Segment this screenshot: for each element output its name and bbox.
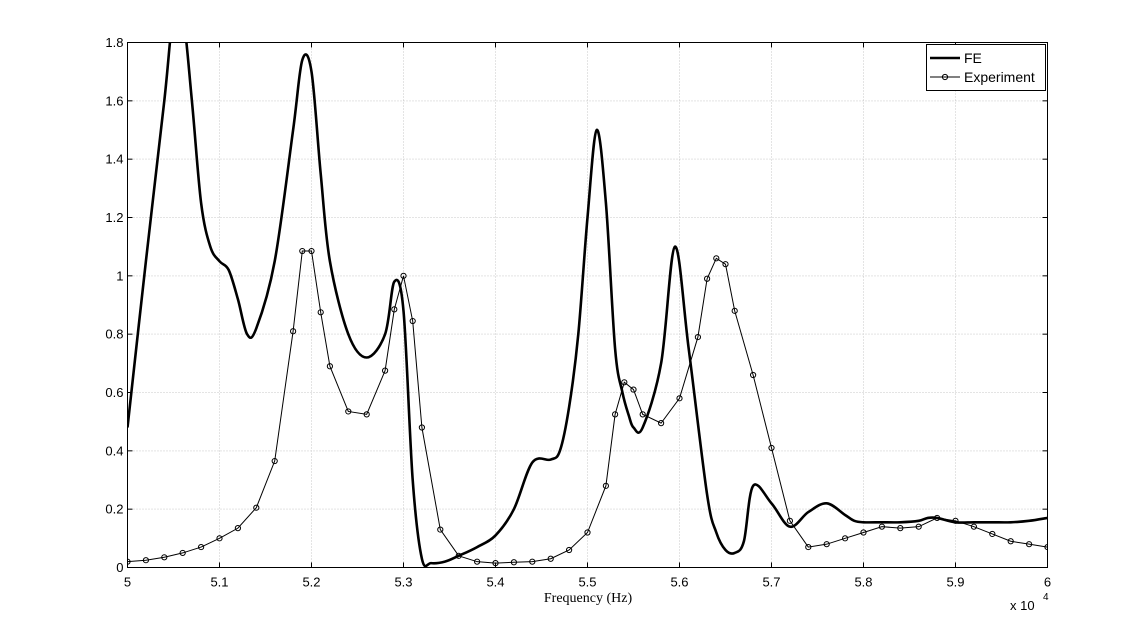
experiment-point [768, 444, 775, 452]
grid-lines [127, 42, 1048, 568]
experiment-point [142, 557, 149, 564]
experiment-point [271, 457, 278, 465]
experiment-point [952, 517, 959, 524]
experiment-point [750, 371, 757, 379]
experiment-point [455, 552, 462, 559]
experiment-point [584, 529, 591, 536]
x-tick-label: 5.9 [946, 575, 964, 590]
experiment-point [915, 523, 922, 530]
experiment-point [345, 408, 352, 415]
y-tick-label: 0.2 [105, 502, 123, 517]
series-layer [127, 42, 1048, 568]
experiment-point [299, 247, 306, 255]
experiment-point [970, 523, 978, 530]
y-tick-label: 1.6 [105, 93, 123, 108]
experiment-point [1044, 543, 1048, 551]
x-tick-label: 5.6 [670, 575, 688, 590]
y-tick-label: 0.6 [105, 385, 123, 400]
experiment-point [722, 261, 729, 268]
experiment-point [621, 379, 628, 386]
experiment-point [805, 543, 812, 551]
experiment-point [786, 517, 794, 524]
experiment-point [630, 386, 637, 393]
y-tick-label: 0 [116, 560, 123, 575]
experiment-point [308, 247, 315, 255]
experiment-point [290, 328, 297, 335]
experiment-point [842, 535, 849, 542]
axis-ticks: 5 5.1 5.2 5.3 5.4 5.5 5.6 5.7 5.8 5.9 6 0 0.2 0.4 0.6 0… [105, 35, 1051, 590]
x-multiplier-base: x 10 [1010, 598, 1035, 613]
experiment-point [639, 411, 646, 418]
experiment-point [612, 411, 619, 418]
y-tick-label: 0.8 [105, 327, 123, 342]
y-tick-label: 0.4 [105, 443, 123, 458]
x-tick-label: 5.3 [394, 575, 412, 590]
legend-label-fe: FE [964, 50, 982, 66]
legend-marker-experiment [941, 73, 949, 81]
experiment-point [363, 411, 370, 418]
experiment-point [566, 546, 573, 554]
experiment-point [731, 307, 738, 314]
y-tick-label: 1.2 [105, 210, 123, 225]
experiment-point [989, 530, 996, 538]
experiment-point [529, 558, 536, 565]
x-tick-label: 5.8 [854, 575, 872, 590]
experiment-point [198, 543, 205, 551]
experiment-point [713, 255, 720, 262]
x-tick-label: 5.5 [578, 575, 596, 590]
experiment-point [234, 525, 241, 532]
series-fe [127, 42, 1048, 568]
experiment-point [179, 549, 186, 557]
x-tick-label: 5.4 [486, 575, 504, 590]
experiment-point [704, 275, 711, 282]
experiment-point [400, 272, 407, 279]
x-tick-label: 5.1 [210, 575, 228, 590]
experiment-point [253, 504, 260, 511]
experiment-point [216, 535, 223, 542]
experiment-point [161, 554, 168, 561]
x-axis-label: Frequency (Hz) [544, 591, 633, 606]
experiment-point [694, 333, 702, 341]
experiment-point [676, 395, 683, 402]
experiment-point [326, 363, 333, 370]
x-axis-multiplier: x 10 4 [1010, 592, 1049, 613]
x-tick-label: 6 [1044, 575, 1051, 590]
experiment-point [409, 317, 416, 325]
series-experiment [127, 247, 1048, 567]
legend-label-experiment: Experiment [964, 69, 1035, 85]
experiment-point [860, 529, 867, 536]
experiment-line [127, 250, 1048, 564]
experiment-point [510, 559, 518, 566]
x-tick-label: 5.7 [762, 575, 780, 590]
x-tick-label: 5.2 [302, 575, 320, 590]
y-tick-label: 1.8 [105, 35, 123, 50]
experiment-point [934, 514, 941, 522]
experiment-point [317, 309, 324, 316]
experiment-point [1026, 541, 1033, 548]
x-tick-label: 5 [124, 575, 131, 590]
experiment-point [878, 523, 886, 530]
legend: FE Experiment [926, 44, 1046, 91]
experiment-point [823, 541, 830, 548]
experiment-point [658, 420, 665, 427]
y-tick-label: 1 [116, 268, 123, 283]
experiment-point [897, 525, 904, 532]
x-multiplier-exponent: 4 [1043, 592, 1049, 603]
experiment-point [602, 482, 610, 489]
experiment-point [474, 558, 481, 565]
experiment-point [382, 367, 389, 374]
y-tick-label: 1.4 [105, 152, 123, 167]
fe-curve [127, 42, 1048, 568]
experiment-point [1007, 538, 1014, 545]
experiment-point [437, 526, 444, 533]
legend-box [926, 44, 1046, 91]
experiment-point [418, 424, 425, 431]
experiment-point [391, 306, 398, 313]
experiment-point [547, 555, 554, 562]
